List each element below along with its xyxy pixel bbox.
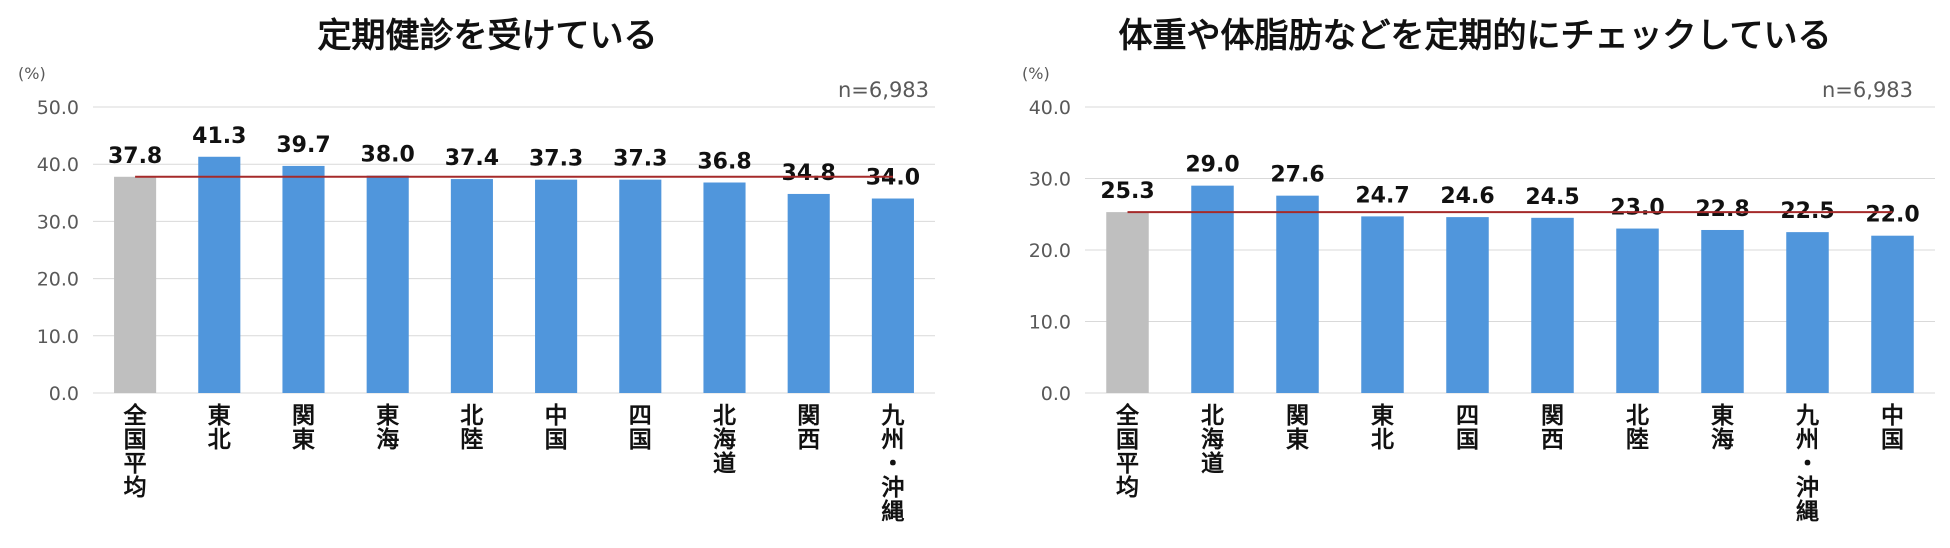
data-label: 36.8: [697, 150, 751, 175]
data-label: 37.3: [613, 147, 667, 172]
y-tick-label: 30.0: [1029, 169, 1071, 191]
data-label: 41.3: [192, 124, 246, 149]
data-label: 24.6: [1440, 184, 1494, 209]
bar-chart-plot: 0.0 10.0 20.0 30.0 40.0 50.0 37.8 全国平均 41.3 東北 39.…: [37, 97, 935, 525]
x-category-label: 東海: [376, 403, 399, 453]
chart-title: 定期健診を受けている: [317, 16, 658, 56]
sample-size-label: n=6,983: [1822, 78, 1914, 102]
data-label: 39.7: [276, 133, 330, 158]
average-bar: [1106, 212, 1149, 393]
y-tick-label: 0.0: [49, 383, 79, 405]
data-label: 38.0: [361, 143, 415, 168]
data-label: 24.7: [1355, 183, 1409, 208]
y-tick-label: 40.0: [1029, 97, 1071, 119]
y-tick-label: 10.0: [37, 326, 79, 348]
data-label: 37.8: [108, 144, 162, 169]
y-tick-label: 30.0: [37, 211, 79, 233]
y-tick-label: 0.0: [1041, 383, 1071, 405]
data-label: 34.8: [782, 161, 836, 186]
x-category-label: 関西: [797, 403, 820, 453]
bar: [1786, 232, 1829, 393]
bar: [535, 179, 578, 393]
data-label: 22.8: [1695, 197, 1749, 222]
y-unit-label: (%): [1022, 64, 1050, 83]
data-label: 37.3: [529, 147, 583, 172]
data-label: 24.5: [1525, 185, 1579, 210]
x-category-label: 中国: [1881, 403, 1904, 453]
sample-size-label: n=6,983: [838, 78, 930, 102]
y-tick-label: 10.0: [1029, 312, 1071, 334]
bar: [1531, 217, 1574, 393]
data-label: 25.3: [1100, 179, 1154, 204]
bar: [1616, 228, 1659, 393]
x-category-label: 全国平均: [1115, 402, 1140, 501]
average-bar: [114, 176, 157, 393]
x-category-label: 全国平均: [123, 402, 148, 501]
data-label: 29.0: [1185, 153, 1239, 178]
bar: [450, 179, 493, 393]
y-tick-label: 50.0: [37, 97, 79, 119]
chart-right: 体重や体脂肪などを定期的にチェックしている (%) n=6,983 0.0 10.…: [1000, 0, 1950, 548]
bar: [703, 182, 746, 393]
data-label: 37.4: [445, 146, 499, 171]
bar: [787, 193, 830, 393]
bar: [1701, 229, 1744, 393]
bar: [871, 198, 914, 393]
bar: [1276, 195, 1319, 393]
x-category-label: 北陸: [460, 403, 483, 453]
bar: [1871, 235, 1914, 393]
x-category-label: 北海道: [1201, 403, 1224, 477]
y-unit-label: (%): [18, 64, 46, 83]
x-category-label: 四国: [629, 403, 652, 453]
data-label: 27.6: [1270, 163, 1324, 188]
chart-left: 定期健診を受けている (%) n=6,983 0.0 10.0 20.0 30.0 40…: [18, 16, 935, 525]
bar: [282, 165, 325, 393]
chart-title: 体重や体脂肪などを定期的にチェックしている: [1118, 16, 1832, 56]
data-label: 22.0: [1865, 203, 1919, 228]
bar: [366, 175, 409, 393]
x-category-label: 中国: [545, 403, 568, 453]
bar: [1446, 217, 1489, 393]
data-label: 34.0: [866, 166, 920, 191]
bar-chart-plot: 0.0 10.0 20.0 30.0 40.0 25.3 全国平均 29.0 北海道 27.6 関東…: [1029, 97, 1935, 525]
y-tick-label: 20.0: [37, 269, 79, 291]
y-tick-label: 20.0: [1029, 240, 1071, 262]
x-category-label: 関西: [1541, 403, 1564, 453]
x-category-label: 四国: [1456, 403, 1479, 453]
x-category-label: 九州・沖縄: [880, 403, 904, 525]
x-category-label: 関東: [292, 403, 315, 453]
x-category-label: 九州・沖縄: [1795, 403, 1819, 525]
x-category-label: 関東: [1286, 403, 1309, 453]
bar: [619, 179, 662, 393]
x-category-label: 東北: [208, 403, 231, 453]
x-category-label: 東海: [1711, 403, 1734, 453]
bar: [1191, 185, 1234, 393]
y-tick-label: 40.0: [37, 154, 79, 176]
bar: [1361, 216, 1404, 393]
data-label: 23.0: [1610, 196, 1664, 221]
x-category-label: 東北: [1371, 403, 1394, 453]
x-category-label: 北海道: [713, 403, 736, 477]
x-category-label: 北陸: [1626, 403, 1649, 453]
bar: [198, 156, 241, 393]
